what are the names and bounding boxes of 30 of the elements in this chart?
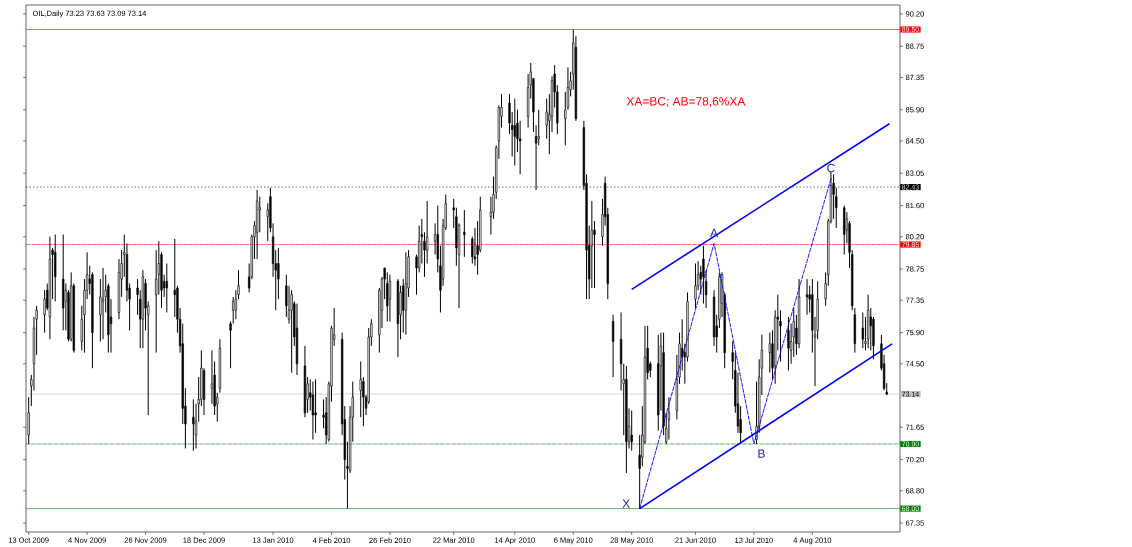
annotation: C (827, 163, 835, 173)
candlestick (657, 334, 660, 432)
candlestick (290, 289, 293, 374)
candlestick (513, 98, 516, 166)
candlestick (861, 312, 864, 349)
candlestick (303, 345, 307, 418)
candlestick (611, 314, 615, 378)
candlestick (463, 209, 466, 258)
candlestick (173, 238, 176, 318)
annotation: A (710, 228, 719, 237)
candlestick (702, 245, 705, 305)
candlestick (625, 365, 628, 474)
candlestick (62, 234, 65, 331)
candlestick (768, 332, 771, 374)
candlestick (787, 316, 790, 371)
candlestick (843, 205, 846, 256)
annotation: B (758, 449, 765, 458)
candlestick (396, 278, 400, 358)
candlestick (694, 262, 697, 309)
candlestick (255, 189, 259, 260)
candlestick (311, 381, 315, 441)
candlestick (386, 271, 389, 322)
candlestick (192, 398, 195, 452)
candlestick (218, 338, 222, 394)
candlestick (667, 396, 671, 441)
annotation: X (622, 499, 630, 508)
candlestick (54, 234, 57, 302)
candlestick (866, 294, 870, 349)
candlestick (630, 410, 633, 452)
annotation: XA=BC; AB=78,6%XA (626, 97, 746, 107)
